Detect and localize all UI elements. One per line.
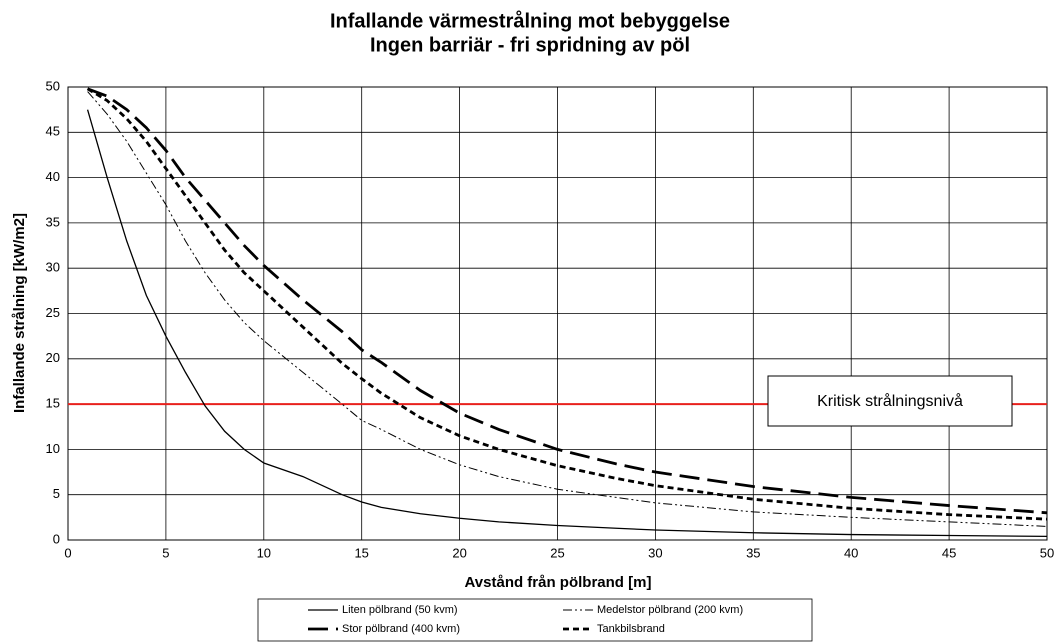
x-axis-title: Avstånd från pölbrand [m] (465, 574, 652, 591)
series-line (86, 87, 1048, 521)
y-tick-label: 50 (46, 78, 60, 93)
x-tick-label: 25 (550, 545, 564, 560)
legend-box (257, 598, 813, 642)
x-tick-label: 5 (162, 545, 169, 560)
y-tick-label: 15 (46, 396, 60, 411)
legend-label: Liten pölbrand (50 kvm) (342, 604, 458, 616)
x-tick-label: 35 (746, 545, 760, 560)
y-tick-label: 5 (53, 486, 60, 501)
chart-subtitle: Ingen barriär - fri spridning av pöl (370, 34, 690, 56)
x-tick-label: 40 (844, 545, 858, 560)
x-tick-label: 30 (648, 545, 662, 560)
legend-label: Tankbilsbrand (597, 623, 665, 635)
y-axis-title: Infallande strålning [kW/m2] (11, 213, 28, 413)
x-tick-label: 45 (942, 545, 956, 560)
y-tick-label: 0 (53, 531, 60, 546)
y-tick-label: 25 (46, 305, 60, 320)
series-line (87, 91, 1048, 527)
series-line (86, 109, 1048, 538)
y-tick-label: 20 (46, 350, 60, 365)
x-tick-label: 50 (1040, 545, 1054, 560)
annotation-box (767, 375, 1013, 427)
y-tick-label: 40 (46, 169, 60, 184)
x-tick-label: 20 (452, 545, 466, 560)
plot-border (67, 86, 1048, 541)
annotation: Kritisk strålningsnivå (817, 392, 963, 410)
x-tick-label: 10 (257, 545, 271, 560)
x-tick-label: 0 (64, 545, 71, 560)
x-tick-label: 15 (354, 545, 368, 560)
legend-label: Stor pölbrand (400 kvm) (342, 623, 460, 635)
y-tick-label: 45 (46, 124, 60, 139)
y-tick-label: 35 (46, 214, 60, 229)
chart-title: Infallande värmestrålning mot bebyggelse (330, 9, 730, 32)
y-tick-label: 10 (46, 441, 60, 456)
y-tick-label: 30 (46, 260, 60, 275)
series-line (87, 87, 1048, 515)
legend-label: Medelstor pölbrand (200 kvm) (597, 604, 743, 616)
